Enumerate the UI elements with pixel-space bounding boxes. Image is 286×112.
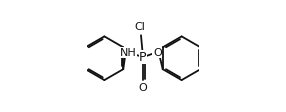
Text: O: O (139, 83, 147, 93)
Text: Cl: Cl (135, 22, 146, 32)
Text: P: P (139, 51, 147, 64)
Text: NH: NH (120, 48, 136, 58)
Text: O: O (153, 48, 162, 58)
